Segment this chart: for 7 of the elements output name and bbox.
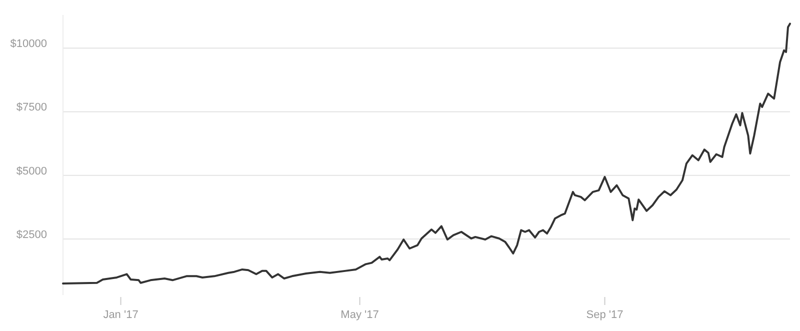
y-tick-label: $2500: [16, 228, 47, 241]
y-tick-label: $7500: [16, 102, 47, 114]
x-tick-label: May '17: [340, 309, 379, 321]
y-tick-label: $5000: [16, 165, 47, 178]
x-tick-label: Sep '17: [586, 309, 624, 321]
y-tick-label: $10000: [10, 38, 47, 50]
x-tick-label: Jan '17: [103, 309, 138, 321]
